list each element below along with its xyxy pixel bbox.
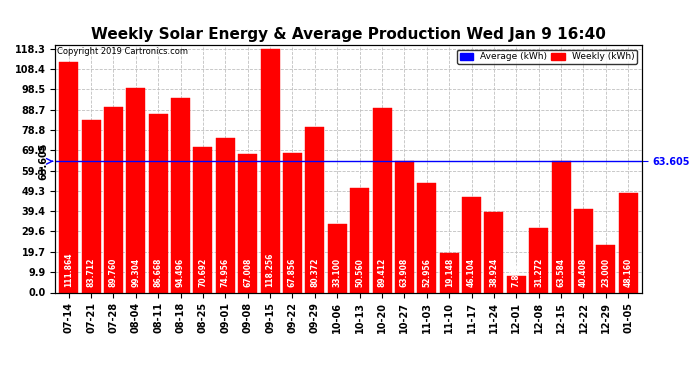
Bar [104,107,123,292]
Text: 118.256: 118.256 [266,253,275,287]
Text: 38.924: 38.924 [489,258,498,287]
Bar [373,108,391,292]
Text: 40.408: 40.408 [579,258,588,287]
Text: 86.668: 86.668 [154,258,163,287]
Text: 94.496: 94.496 [176,258,185,287]
Text: 46.104: 46.104 [467,258,476,287]
Bar [619,193,638,292]
Text: 52.956: 52.956 [422,258,431,287]
Bar [596,245,615,292]
Bar [328,224,347,292]
Bar [126,88,146,292]
Text: 19.148: 19.148 [444,258,454,287]
Bar [574,209,593,292]
Text: 80.372: 80.372 [310,258,319,287]
Text: 33.100: 33.100 [333,258,342,287]
Bar [462,197,481,292]
Text: 63.605: 63.605 [39,142,48,180]
Bar [261,49,279,292]
Bar [216,138,235,292]
Bar [306,127,324,292]
Text: 74.956: 74.956 [221,258,230,287]
Bar [551,161,571,292]
Text: 70.692: 70.692 [199,258,208,287]
Text: 99.304: 99.304 [131,258,140,287]
Text: 63.908: 63.908 [400,258,409,287]
Text: Copyright 2019 Cartronics.com: Copyright 2019 Cartronics.com [57,47,188,56]
Bar [81,120,101,292]
Text: 89.760: 89.760 [109,258,118,287]
Bar [148,114,168,292]
Text: 111.864: 111.864 [64,253,73,287]
Text: 63.584: 63.584 [557,258,566,287]
Bar [350,188,369,292]
Bar [59,62,78,292]
Text: 7.840: 7.840 [512,263,521,287]
Text: 67.856: 67.856 [288,258,297,287]
Text: 89.412: 89.412 [377,258,386,287]
Text: 31.272: 31.272 [534,258,543,287]
Text: 67.008: 67.008 [243,258,253,287]
Bar [440,253,459,292]
Bar [529,228,549,292]
Bar [171,98,190,292]
Bar [193,147,213,292]
Bar [484,212,504,292]
Title: Weekly Solar Energy & Average Production Wed Jan 9 16:40: Weekly Solar Energy & Average Production… [91,27,606,42]
Bar [417,183,436,292]
Text: 23.000: 23.000 [602,258,611,287]
Text: 48.160: 48.160 [624,258,633,287]
Bar [395,161,414,292]
Text: 50.560: 50.560 [355,258,364,287]
Bar [283,153,302,292]
Text: 83.712: 83.712 [86,258,95,287]
Bar [507,276,526,292]
Bar [238,154,257,292]
Legend: Average (kWh), Weekly (kWh): Average (kWh), Weekly (kWh) [457,50,637,64]
